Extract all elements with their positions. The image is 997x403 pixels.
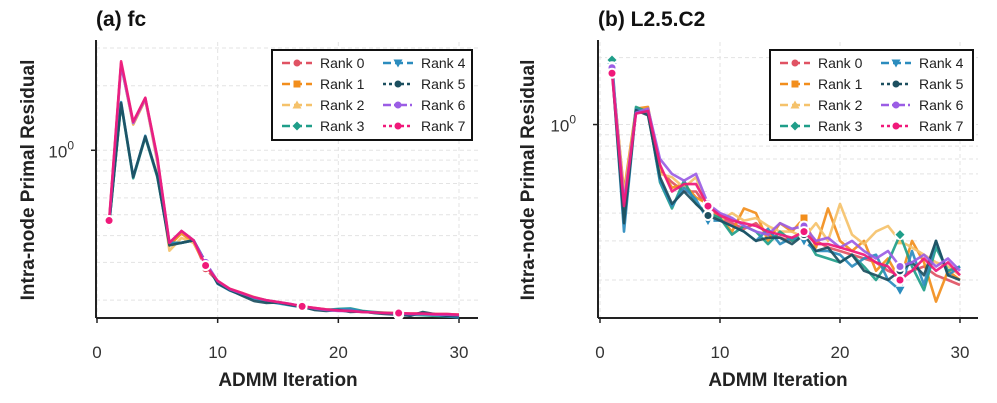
panel-a-xtick-label: 10 <box>208 343 227 362</box>
panel-a-series <box>103 59 460 321</box>
panel-b-xtick-label: 10 <box>711 343 730 362</box>
panel-b-legend-marker <box>790 100 800 109</box>
panel-b-marker-rank-7 <box>896 276 904 284</box>
panel-b-legend-label: Rank 4 <box>919 55 964 71</box>
panel-b-legend-marker <box>791 80 799 88</box>
panel-a-legend-label: Rank 5 <box>421 76 466 92</box>
panel-a-legend-label: Rank 0 <box>320 55 365 71</box>
panel-b-legend-label: Rank 0 <box>818 55 863 71</box>
panel-a-legend-marker <box>394 80 402 88</box>
panel-a-marker-rank-7 <box>395 309 403 317</box>
panel-a-ytick-label: 100 <box>48 138 74 161</box>
panel-a-title: (a) fc <box>96 8 146 31</box>
panel-b-marker-rank-7 <box>800 228 808 236</box>
panel-b-marker-rank-5 <box>704 212 712 220</box>
panel-a-xtick-label: 30 <box>450 343 469 362</box>
panel-a-legend-label: Rank 2 <box>320 97 365 113</box>
panel-a-legend-marker <box>393 59 403 68</box>
panel-a-legend-marker <box>292 100 302 109</box>
panel-a-legend-marker <box>293 59 301 67</box>
panel-b-legend-marker <box>892 122 900 130</box>
panel-b-legend-marker <box>791 59 799 67</box>
panel-a-marker-rank-7 <box>298 302 306 310</box>
panel-a-xtick-label: 20 <box>329 343 348 362</box>
panel-a-legend-label: Rank 6 <box>421 97 466 113</box>
panel-b-xlabel: ADMM Iteration <box>708 370 847 391</box>
panel-b-title: (b) L2.5.C2 <box>598 8 705 31</box>
panel-b-marker-rank-7 <box>704 202 712 210</box>
panel-a-legend-marker <box>293 80 301 88</box>
panel-b-series <box>606 54 961 303</box>
panel-b-legend: Rank 0 Rank 1 Rank 2 Rank 3 Rank 4 Rank 5 Rank… <box>769 49 974 141</box>
panel-b-marker-rank-3 <box>895 230 905 240</box>
panel-a-ylabel: Intra-node Primal Residual <box>18 60 39 301</box>
panel-a-legend-label: Rank 4 <box>421 55 466 71</box>
panel-b-plot: 0 10 20 30 100 Rank 0 Rank 1 Rank 2 Rank 3 Rank 4… <box>550 40 978 362</box>
panel-a-xtick-label: 0 <box>92 343 101 362</box>
panel-b-legend-label: Rank 7 <box>919 118 964 134</box>
panel-b-legend-label: Rank 6 <box>919 97 964 113</box>
panel-b-marker-rank-1 <box>800 214 808 222</box>
panel-b-ytick-label: 100 <box>550 113 576 136</box>
panel-a-legend-marker <box>292 121 302 131</box>
panel-b-marker-rank-4 <box>895 286 905 295</box>
panel-a-marker-rank-7 <box>105 217 113 225</box>
panel-a-legend: Rank 0 Rank 1 Rank 2 Rank 3 Rank 4 Rank 5 Rank… <box>271 49 473 141</box>
panel-b-legend-label: Rank 1 <box>818 76 863 92</box>
panel-b-marker-rank-3 <box>607 55 617 65</box>
panel-a-legend-marker <box>394 101 402 109</box>
panel-b-marker-rank-6 <box>896 263 904 271</box>
panel-b-legend-marker <box>892 101 900 109</box>
panel-b-legend-label: Rank 3 <box>818 118 863 134</box>
panel-a-legend-label: Rank 7 <box>421 118 466 134</box>
panel-a-legend-label: Rank 1 <box>320 76 365 92</box>
panel-a-legend-label: Rank 3 <box>320 118 365 134</box>
panel-a-legend-marker <box>394 122 402 130</box>
panel-b-xtick-label: 20 <box>831 343 850 362</box>
panel-a-xlabel: ADMM Iteration <box>218 370 357 391</box>
panel-b-legend-marker <box>892 80 900 88</box>
panel-b-legend-label: Rank 5 <box>919 76 964 92</box>
panel-b-legend-label: Rank 2 <box>818 97 863 113</box>
panel-b-marker-rank-7 <box>608 69 616 77</box>
panel-b-legend-marker <box>891 59 901 68</box>
panel-b-xtick-label: 30 <box>951 343 970 362</box>
panel-a-legend-frame <box>271 49 473 141</box>
panel-b-legend-frame <box>769 49 974 141</box>
panel-b-legend-marker <box>790 121 800 131</box>
panel-a-plot: 0 10 20 30 100 Rank 0 Rank 1 Rank 2 Rank 3 Rank 4… <box>48 40 478 362</box>
panel-b-xtick-label: 0 <box>595 343 604 362</box>
panel-a-marker-rank-7 <box>202 262 210 270</box>
panel-b-ylabel: Intra-node Primal Residual <box>518 60 539 301</box>
